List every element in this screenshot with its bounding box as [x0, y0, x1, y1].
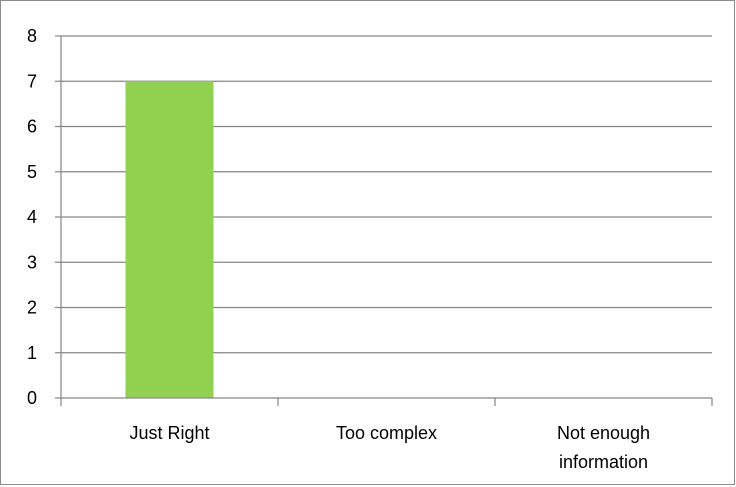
axes: [55, 35, 713, 406]
y-tick-label-5: 5: [27, 162, 37, 182]
y-tick-label-8: 8: [27, 26, 37, 46]
labels: 0 1 2 3 4 5 6 7 8 Just Right Too complex Not enough…: [27, 26, 650, 472]
x-tick-label-not-enough-information: Not enough information: [557, 423, 650, 472]
y-tick-label-7: 7: [27, 71, 37, 91]
y-tick-label-0: 0: [27, 388, 37, 408]
bar-just-right: [125, 81, 214, 398]
x-tick-label-just-right: Just Right: [129, 423, 209, 443]
y-tick-label-4: 4: [27, 207, 37, 227]
bars: [125, 81, 214, 398]
y-tick-label-6: 6: [27, 117, 37, 137]
y-tick-label-2: 2: [27, 298, 37, 318]
x-tick-label-too-complex: Too complex: [336, 423, 437, 443]
y-tick-label-1: 1: [27, 343, 37, 363]
y-tick-label-3: 3: [27, 252, 37, 272]
